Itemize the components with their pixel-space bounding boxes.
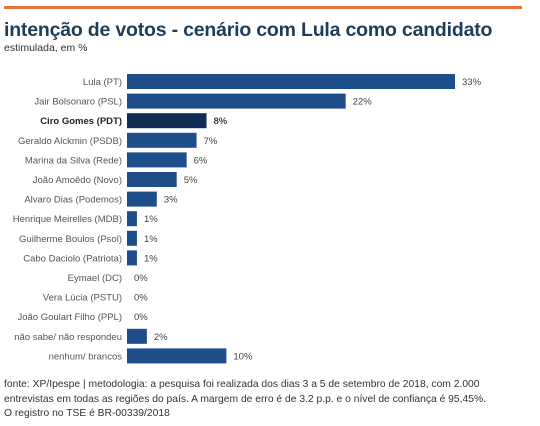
value-label: 3% — [164, 195, 178, 206]
value-label: 22% — [353, 97, 373, 108]
category-label: nenhum/ brancos — [49, 351, 123, 362]
chart-title: intenção de votos - cenário com Lula com… — [4, 19, 493, 41]
category-label: Lula (PT) — [83, 77, 122, 88]
bar — [127, 74, 455, 89]
bar — [127, 211, 137, 227]
bar — [127, 348, 227, 364]
value-label: 8% — [214, 116, 228, 127]
footer-line: O registro no TSE é BR-00339/2018 — [4, 408, 170, 419]
category-label: Vera Lúcia (PSTU) — [43, 293, 122, 304]
value-label: 6% — [194, 155, 208, 166]
value-label: 0% — [134, 273, 148, 284]
footer-line: entrevistas em todas as regiões do país.… — [4, 393, 486, 405]
bar — [127, 191, 157, 207]
category-label: Ciro Gomes (PDT) — [40, 116, 122, 127]
category-label: Marina da Silva (Rede) — [25, 155, 122, 166]
value-label: 1% — [144, 253, 158, 264]
footer-note: fonte: XP/Ipespe | metodologia: a pesqui… — [4, 378, 534, 422]
value-label: 5% — [184, 175, 198, 186]
accent-line — [4, 6, 522, 9]
category-label: não sabe/ não respondeu — [14, 332, 122, 343]
value-label: 0% — [134, 293, 148, 304]
bar — [127, 328, 147, 344]
category-label: Guilherme Boulos (Psol) — [19, 234, 122, 245]
category-label: Jair Bolsonaro (PSL) — [34, 97, 122, 108]
value-label: 7% — [204, 136, 218, 147]
bar — [127, 93, 346, 109]
bar — [127, 132, 197, 148]
bar — [127, 152, 187, 168]
value-label: 1% — [144, 234, 158, 245]
bar — [127, 172, 177, 187]
value-label: 0% — [134, 312, 148, 323]
category-label: João Amoêdo (Novo) — [33, 175, 122, 186]
bar — [127, 230, 137, 246]
category-label: João Goulart Filho (PPL) — [17, 312, 122, 323]
value-label: 33% — [462, 77, 482, 88]
value-label: 2% — [154, 332, 168, 343]
category-label: Alvaro Dias (Podemos) — [24, 195, 122, 206]
category-label: Geraldo Alckmin (PSDB) — [18, 136, 122, 147]
value-label: 1% — [144, 214, 158, 225]
chart-subtitle: estimulada, em % — [4, 42, 88, 54]
footer-line: fonte: XP/Ipespe | metodologia: a pesqui… — [4, 379, 480, 390]
bar-chart: Lula (PT) 33% Jair Bolsonaro (PSL) 22% Ciro … — [13, 74, 482, 364]
category-label: Cabo Daciolo (Patriota) — [23, 253, 122, 264]
category-label: Eymael (DC) — [68, 273, 122, 284]
category-label: Henrique Meirelles (MDB) — [13, 214, 122, 225]
value-label: 10% — [233, 351, 253, 362]
bar — [127, 113, 207, 129]
bar — [127, 250, 137, 266]
